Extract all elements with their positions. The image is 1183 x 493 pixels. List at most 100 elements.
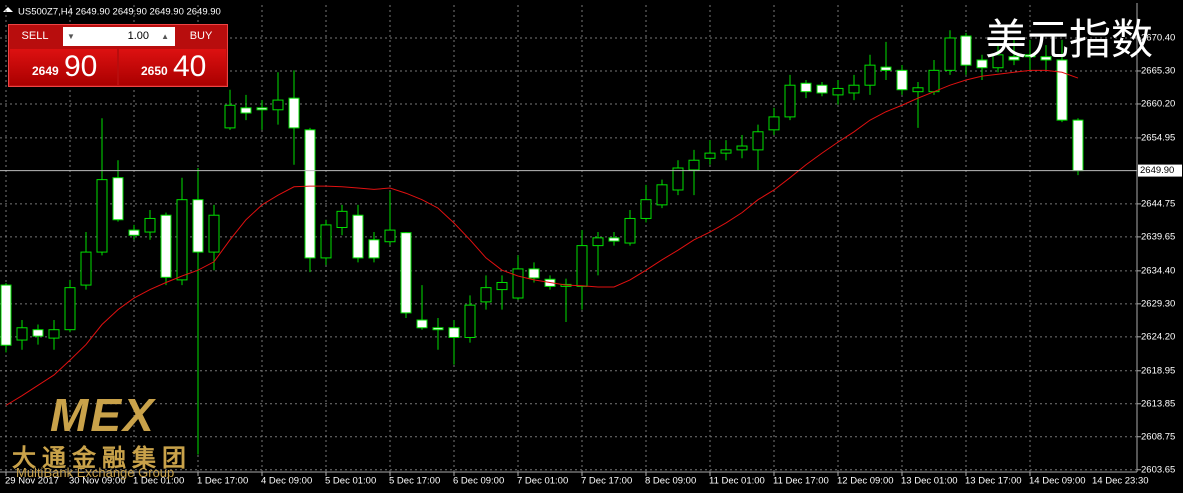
x-tick-label: 29 Nov 2017 — [5, 476, 59, 487]
candle-body — [336, 210, 348, 229]
candle-body — [848, 84, 860, 94]
candle-body — [656, 184, 668, 206]
candle-body — [624, 217, 636, 244]
candle-body — [496, 281, 508, 291]
candle-body — [704, 152, 716, 159]
x-tick-label: 12 Dec 09:00 — [837, 476, 894, 487]
candle-body — [80, 251, 92, 286]
y-tick-label: 2624.20 — [1141, 331, 1175, 342]
y-tick-label: 2634.40 — [1141, 265, 1175, 276]
candle-body — [96, 179, 108, 253]
x-tick-label: 4 Dec 09:00 — [261, 476, 312, 487]
company-en: MultiBank Exchange Group — [16, 465, 175, 480]
ask-big: 2650 — [141, 64, 168, 78]
candle-body — [384, 229, 396, 243]
candle-body — [368, 239, 380, 259]
candle-body — [832, 87, 844, 96]
y-tick-label: 2654.95 — [1141, 132, 1175, 143]
candle-body — [944, 37, 956, 71]
candle-body — [864, 64, 876, 86]
ask-box[interactable]: 2650 40 — [119, 49, 226, 85]
decrease[interactable]: ▼ — [67, 32, 75, 41]
candle-body — [432, 327, 444, 331]
candle-body — [640, 199, 652, 219]
bid-box[interactable]: 2649 90 — [10, 49, 117, 85]
candle-body — [352, 214, 364, 259]
y-tick-label: 2629.30 — [1141, 298, 1175, 309]
overlay-title: 美元指数 — [985, 15, 1154, 64]
candle-body — [688, 159, 700, 171]
candle-body — [800, 82, 812, 93]
candle-body — [672, 167, 684, 191]
lot-input[interactable]: ▼ 1.00 ▲ — [63, 27, 175, 46]
x-tick-label: 8 Dec 09:00 — [645, 476, 696, 487]
x-tick-label: 6 Dec 09:00 — [453, 476, 504, 487]
bid-small: 90 — [64, 50, 98, 83]
candle-body — [192, 199, 204, 253]
current-price-box — [1138, 164, 1182, 177]
candle-body — [400, 232, 412, 314]
sell-button[interactable]: SELL — [21, 30, 49, 42]
x-tick-label: 1 Dec 01:00 — [133, 476, 184, 487]
candle-body — [160, 214, 172, 278]
candle-body — [576, 245, 588, 287]
candle-body — [736, 145, 748, 151]
candle-body — [320, 224, 332, 259]
candle-body — [528, 268, 540, 279]
x-tick-label: 30 Nov 09:00 — [69, 476, 126, 487]
company: 大通金融集团 — [12, 444, 192, 472]
buy-button[interactable]: BUY — [189, 30, 213, 42]
y-tick-label: 2660.20 — [1141, 98, 1175, 109]
logo: MEX — [50, 389, 156, 441]
candle-body — [240, 107, 252, 114]
candle-body — [992, 54, 1004, 69]
candle-body — [960, 35, 972, 66]
trade-panel: SELL ▼ 1.00 ▲ BUY 2649 90 2650 40 — [8, 24, 228, 87]
x-tick-label: 11 Dec 17:00 — [773, 476, 829, 487]
y-tick-label: 2665.30 — [1141, 65, 1175, 76]
x-tick-label: 7 Dec 17:00 — [581, 476, 632, 487]
candle-body — [416, 319, 428, 329]
x-tick-label: 7 Dec 01:00 — [517, 476, 568, 487]
y-tick-label: 2618.95 — [1141, 365, 1175, 376]
candle-body — [928, 69, 940, 93]
increase[interactable]: ▲ — [161, 32, 169, 41]
moving-average — [5, 69, 1079, 406]
y-tick-label: 2644.75 — [1141, 198, 1175, 209]
candle-body — [304, 129, 316, 259]
candle-body — [288, 97, 300, 129]
candle-body — [1072, 119, 1084, 172]
ask-small: 40 — [173, 50, 207, 83]
candle-body — [176, 199, 188, 281]
candle-body — [16, 327, 28, 341]
candle-body — [464, 304, 476, 338]
candle-body — [480, 287, 492, 303]
x-tick-label: 11 Dec 01:00 — [709, 476, 765, 487]
x-tick-label: 5 Dec 01:00 — [325, 476, 376, 487]
y-tick-label: 2613.85 — [1141, 398, 1175, 409]
candle-body — [32, 329, 44, 337]
candle-body — [768, 116, 780, 131]
candle-body — [720, 149, 732, 154]
candle-body — [752, 131, 764, 151]
candle-body — [272, 99, 284, 111]
candle-body — [224, 104, 236, 129]
candle-body — [1008, 56, 1020, 61]
y-tick-label: 2639.65 — [1141, 231, 1175, 242]
y-tick-label: 2608.75 — [1141, 431, 1175, 442]
candle-body — [144, 217, 156, 233]
x-tick-label: 13 Dec 17:00 — [965, 476, 1022, 487]
candle-body — [896, 69, 908, 91]
candle-body — [128, 229, 140, 236]
symbol-info: US500Z7,H4 2649.90 2649.90 2649.90 2649.… — [18, 7, 221, 18]
time-label: 14 Dec 23:30 — [1092, 476, 1149, 487]
candle-body — [1056, 59, 1068, 121]
y-tick-label: 2670.40 — [1141, 33, 1175, 44]
candle-body — [448, 327, 460, 338]
bid-big: 2649 — [32, 64, 59, 78]
candle-body — [256, 107, 268, 111]
candle-body — [816, 84, 828, 94]
candle-body — [512, 268, 524, 299]
candle-body — [608, 237, 620, 242]
